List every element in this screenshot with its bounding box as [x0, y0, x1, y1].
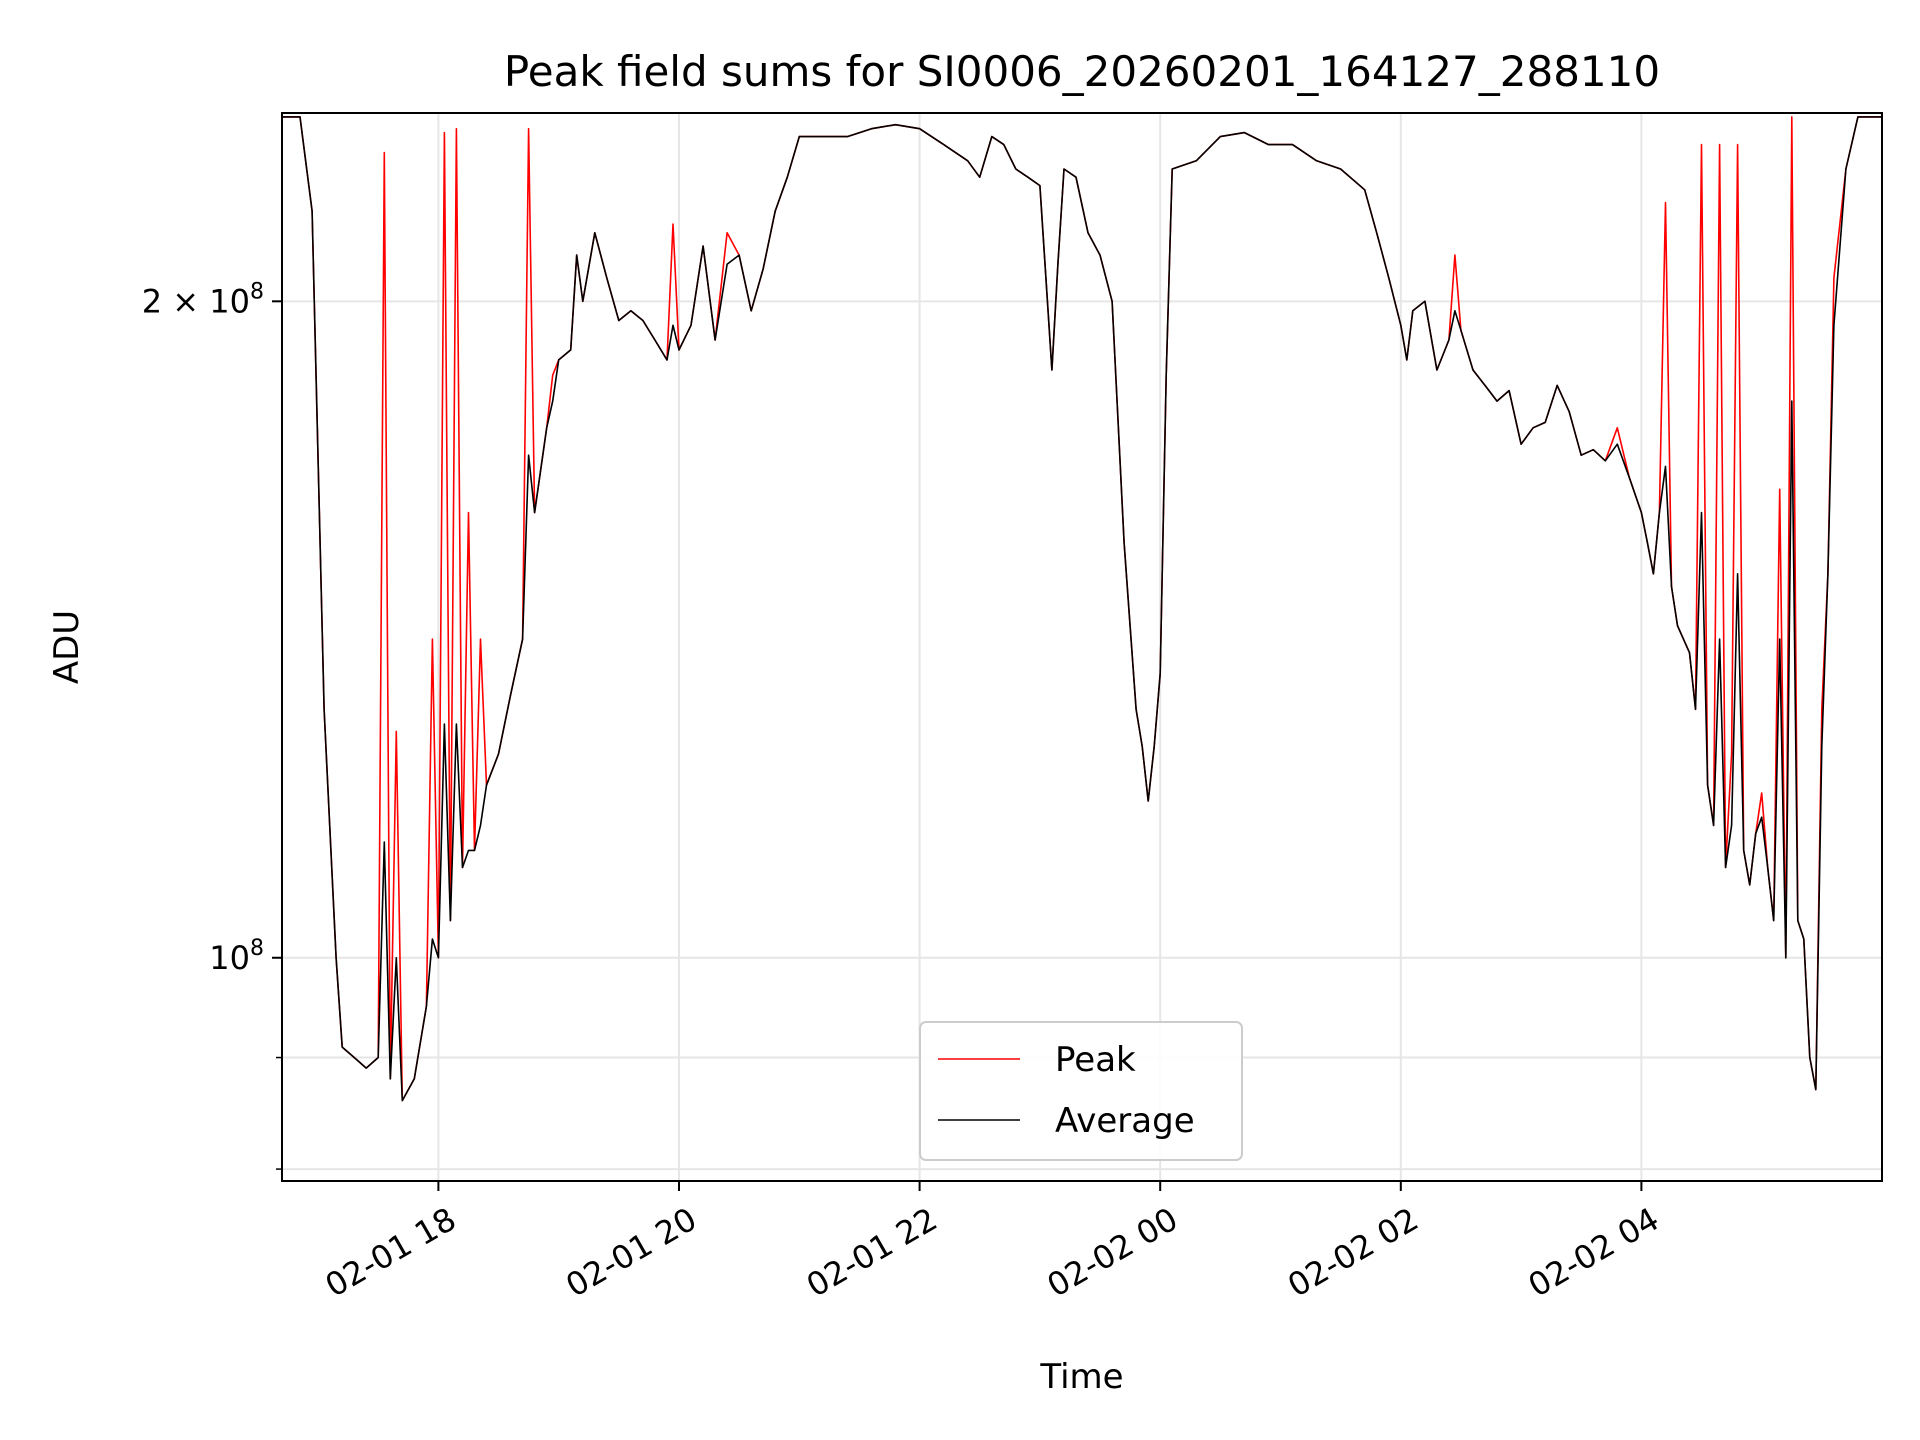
plot-area-frame [281, 112, 1883, 1182]
y-tick-label: 2 × 108 [142, 279, 264, 320]
y-tick-label: 108 [209, 936, 264, 977]
y-axis-label: ADU [47, 610, 87, 684]
legend-label-peak: Peak [1055, 1040, 1136, 1080]
legend-label-average: Average [1055, 1101, 1195, 1141]
chart-title: Peak field sums for SI0006_20260201_1641… [504, 47, 1660, 96]
y-axis-ticks: 108 2 × 108 [142, 279, 282, 1170]
series-line-average [282, 116, 1882, 1102]
legend: Peak Average [919, 1021, 1243, 1161]
legend-box [919, 1021, 1243, 1161]
x-axis-label: Time [1039, 1357, 1123, 1397]
series-layer [282, 116, 1882, 1102]
